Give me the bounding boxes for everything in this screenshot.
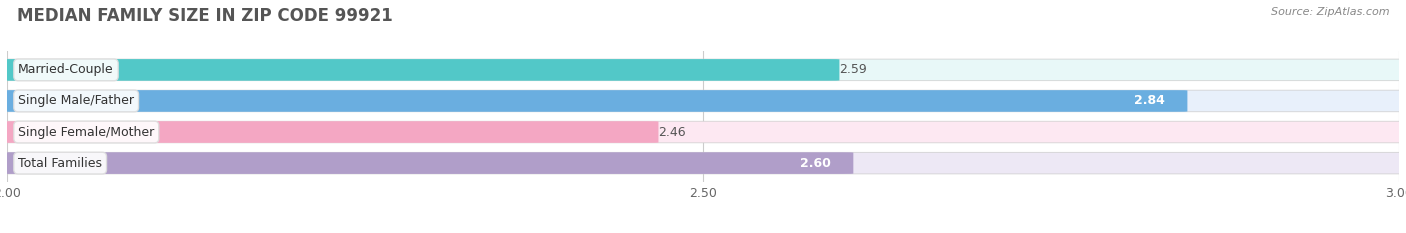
Text: 2.60: 2.60 [800, 157, 831, 170]
FancyBboxPatch shape [0, 59, 839, 81]
Text: Total Families: Total Families [18, 157, 103, 170]
Text: Married-Couple: Married-Couple [18, 63, 114, 76]
FancyBboxPatch shape [0, 152, 853, 174]
Text: 2.59: 2.59 [839, 63, 868, 76]
Text: Single Female/Mother: Single Female/Mother [18, 126, 155, 139]
FancyBboxPatch shape [0, 59, 1406, 81]
Text: Source: ZipAtlas.com: Source: ZipAtlas.com [1271, 7, 1389, 17]
Text: 2.84: 2.84 [1135, 94, 1166, 107]
FancyBboxPatch shape [0, 121, 658, 143]
FancyBboxPatch shape [0, 152, 1406, 174]
FancyBboxPatch shape [0, 90, 1188, 112]
FancyBboxPatch shape [0, 90, 1406, 112]
Text: MEDIAN FAMILY SIZE IN ZIP CODE 99921: MEDIAN FAMILY SIZE IN ZIP CODE 99921 [17, 7, 392, 25]
Text: Single Male/Father: Single Male/Father [18, 94, 134, 107]
Text: 2.46: 2.46 [658, 126, 686, 139]
FancyBboxPatch shape [0, 121, 1406, 143]
